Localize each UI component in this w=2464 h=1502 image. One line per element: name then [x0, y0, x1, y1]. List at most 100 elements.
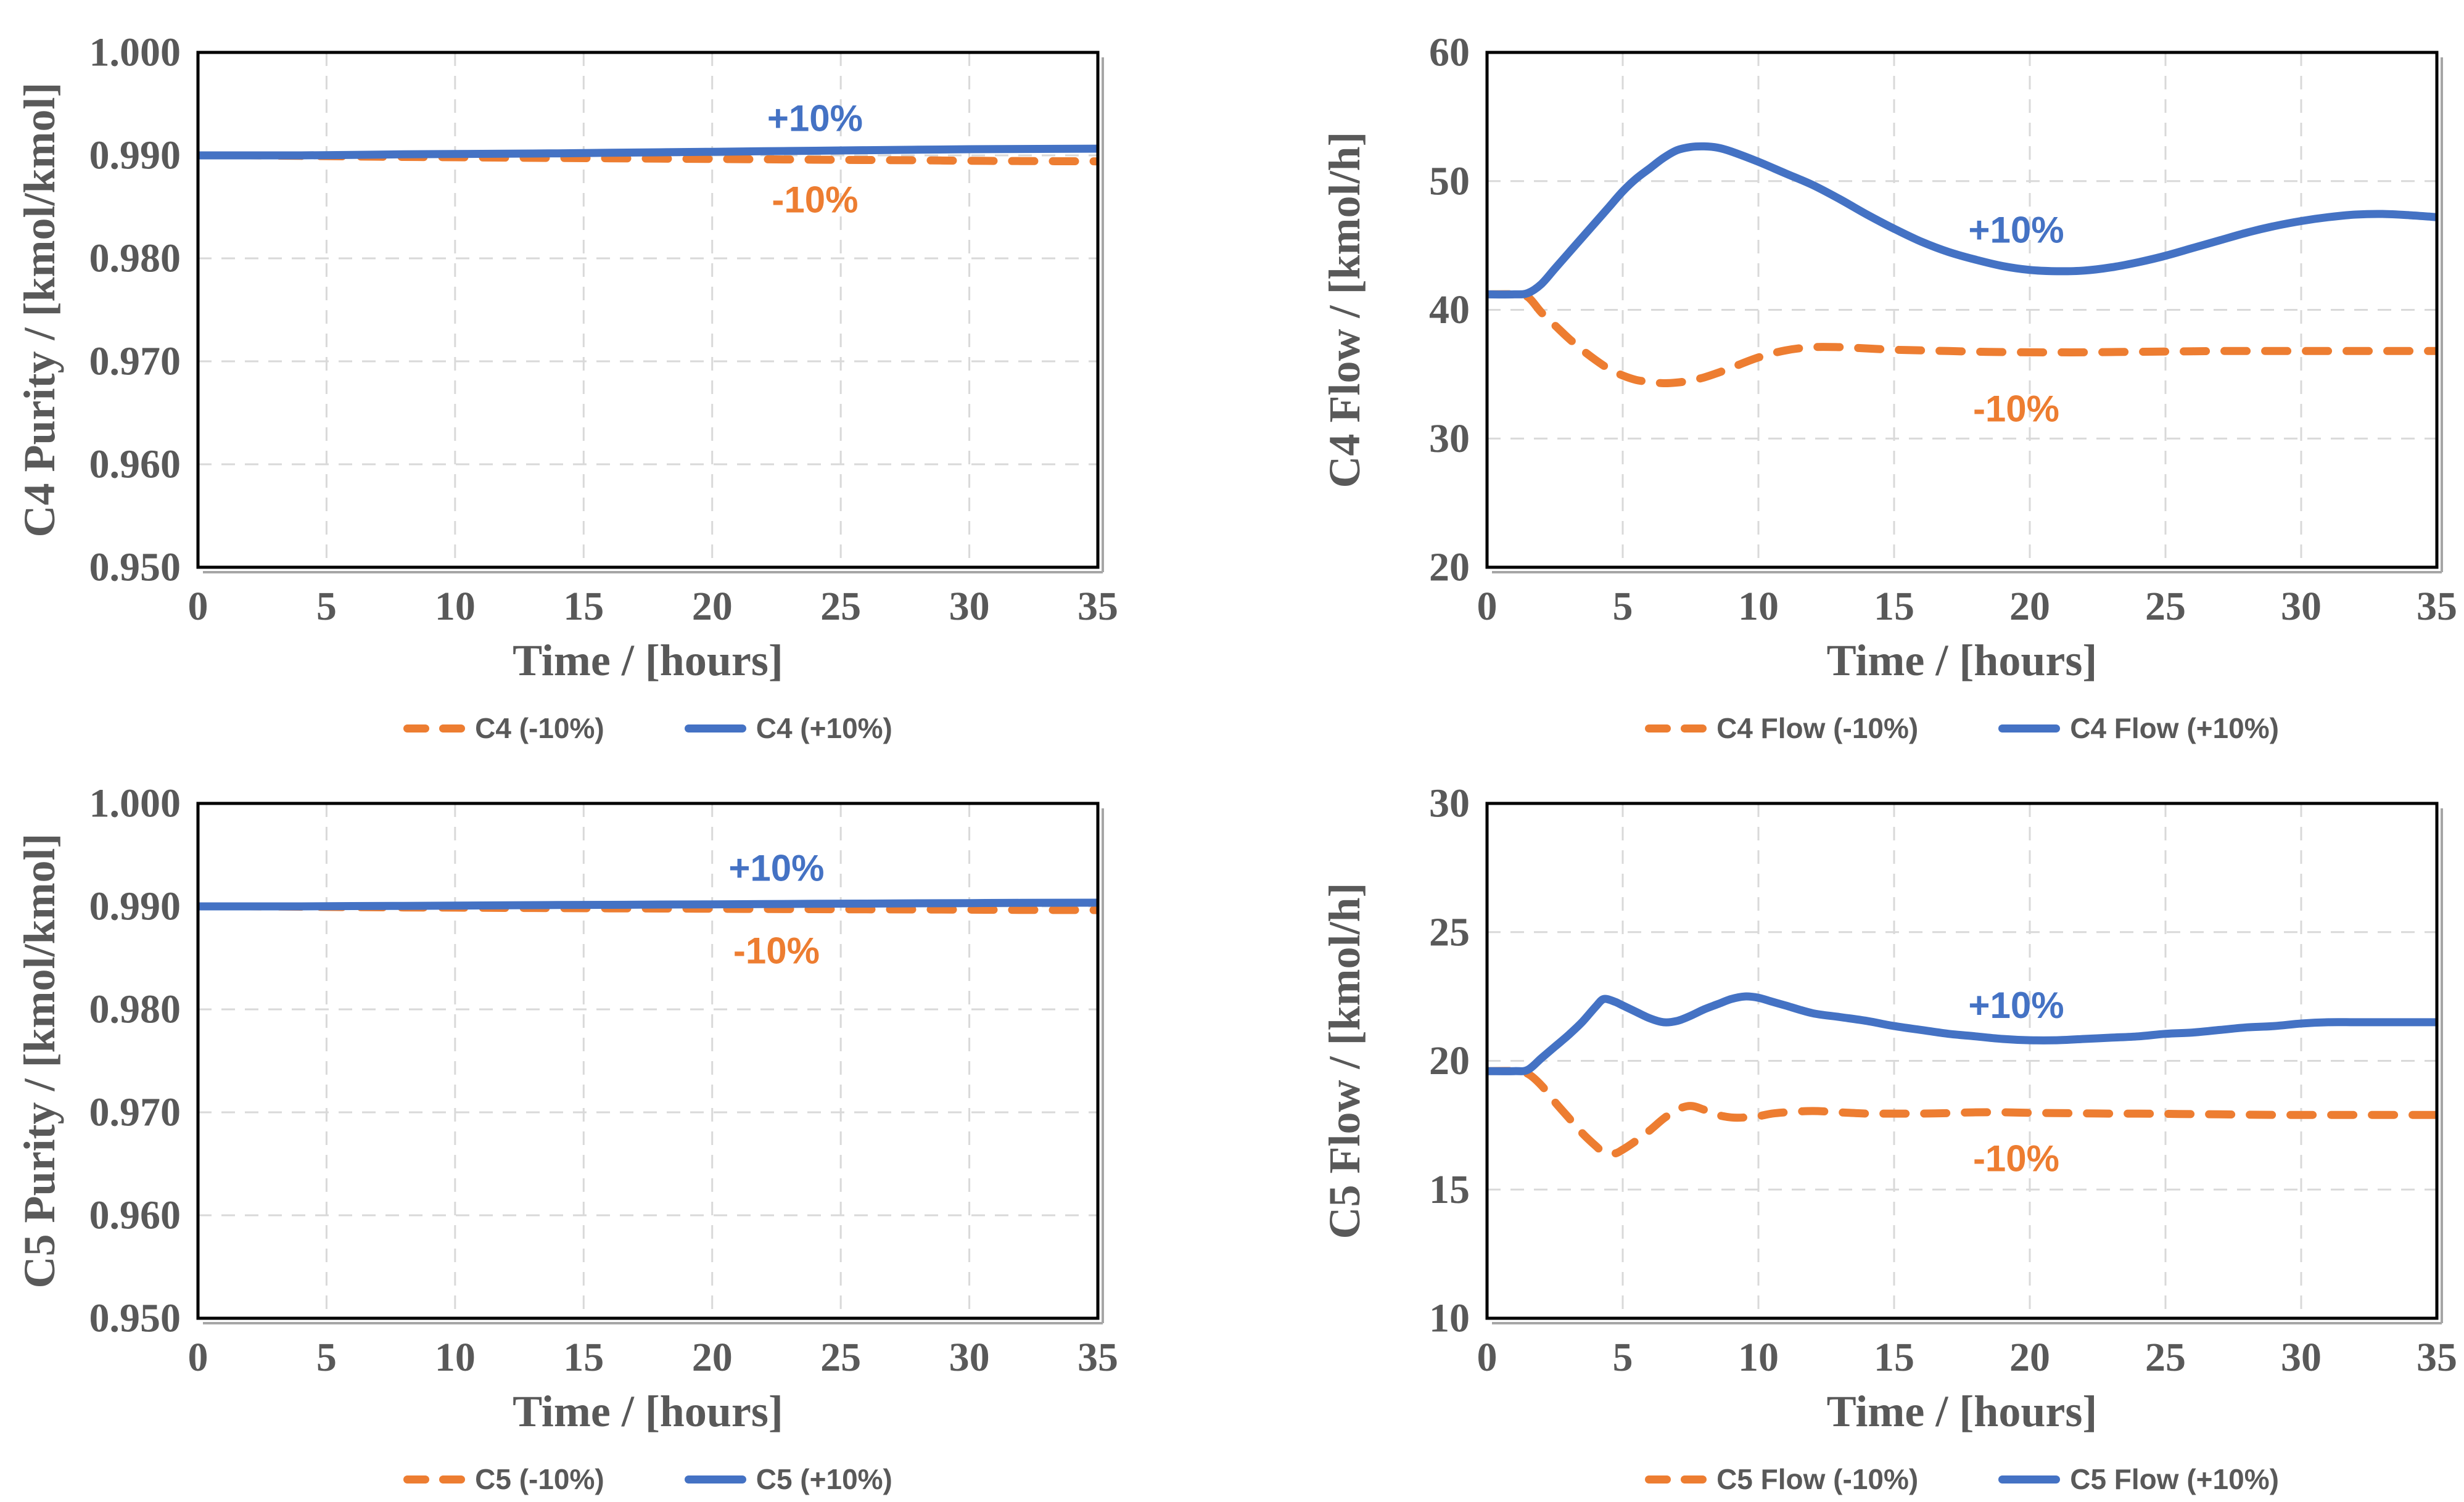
y-tick-label: 0.960 — [89, 1193, 181, 1238]
x-tick-label: 15 — [1874, 1335, 1914, 1380]
x-tick-label: 30 — [2281, 584, 2322, 629]
y-tick-label: 0.960 — [89, 442, 181, 487]
x-tick-label: 25 — [2145, 584, 2186, 629]
c4-purity-legend: C4 (-10%) C4 (+10%) — [198, 709, 1098, 747]
x-tick-label: 15 — [563, 1335, 604, 1380]
y-tick-label: 0.980 — [89, 236, 181, 281]
y-axis-ticks: 0.950 0.960 0.970 0.980 0.990 1.000 — [89, 30, 181, 590]
series-line-minus10 — [197, 151, 1099, 166]
legend-entry-minus10: C4 Flow (-10%) — [1645, 712, 1918, 745]
legend-label: C5 (+10%) — [756, 1463, 892, 1495]
x-tick-label: 5 — [1613, 584, 1633, 629]
series-annotation: -10% — [772, 179, 858, 220]
y-tick-label: 25 — [1429, 909, 1470, 954]
legend-entry-plus10: C4 (+10%) — [684, 712, 892, 745]
y-tick-label: 30 — [1429, 416, 1470, 461]
y-axis-title: C4 Purity / [kmol/kmol] — [15, 83, 64, 538]
legend-entry-minus10: C4 (-10%) — [403, 712, 604, 745]
c5-purity-plot: 0.950 0.960 0.970 0.980 0.990 1.000 0 5 10 15 20 25… — [15, 781, 1118, 1437]
gridlines — [1487, 52, 2437, 567]
x-tick-label: 20 — [692, 1335, 733, 1380]
x-axis-title: Time / [hours] — [1827, 636, 2098, 685]
y-tick-label: 10 — [1429, 1296, 1470, 1341]
y-axis-ticks: 0.950 0.960 0.970 0.980 0.990 1.000 — [89, 781, 181, 1341]
x-tick-label: 35 — [1077, 1335, 1118, 1380]
x-tick-label: 10 — [1738, 584, 1779, 629]
series-line-minus10 — [1486, 290, 2438, 388]
series-annotation: +10% — [1968, 210, 2064, 251]
legend-label: C4 (-10%) — [475, 712, 604, 744]
y-tick-label: 20 — [1429, 1038, 1470, 1083]
x-tick-label: 35 — [2417, 1335, 2457, 1380]
solid-line-swatch — [1998, 724, 2061, 733]
y-tick-label: 15 — [1429, 1167, 1470, 1212]
x-tick-label: 20 — [2009, 1335, 2050, 1380]
legend-label: C4 Flow (+10%) — [2070, 712, 2279, 744]
c4-purity-plot: 0.950 0.960 0.970 0.980 0.990 1.000 0 5 10 15 20 25… — [15, 30, 1118, 686]
legend-label: C4 Flow (-10%) — [1716, 712, 1919, 744]
y-axis-title: C5 Purity / [kmol/kmol] — [15, 834, 64, 1289]
y-axis-ticks: 10 15 20 25 30 — [1429, 781, 1470, 1341]
x-axis-title: Time / [hours] — [1827, 1387, 2098, 1436]
series-annotation: -10% — [733, 930, 820, 971]
series-line-minus10 — [197, 902, 1099, 914]
c5-purity-legend: C5 (-10%) C5 (+10%) — [198, 1460, 1098, 1498]
x-tick-label: 0 — [188, 1335, 208, 1380]
y-axis-ticks: 20 30 40 50 60 — [1429, 30, 1470, 590]
c4-flow-cell: 20 30 40 50 60 0 5 10 15 20 25 30 35 Time / [hours] C4… — [1232, 0, 2463, 751]
dashed-line-swatch — [403, 1475, 466, 1484]
dashed-line-swatch — [1645, 1475, 1707, 1484]
series-group — [197, 898, 1099, 914]
legend-label: C5 Flow (+10%) — [2070, 1463, 2279, 1495]
plot-border — [1485, 51, 2439, 569]
y-tick-label: 0.980 — [89, 987, 181, 1032]
solid-line-swatch — [1998, 1475, 2061, 1484]
x-axis-title: Time / [hours] — [513, 636, 783, 685]
series-annotation: +10% — [1968, 985, 2064, 1026]
x-tick-label: 30 — [949, 584, 990, 629]
series-line-plus10 — [1486, 992, 2438, 1075]
series-group — [1486, 142, 2438, 388]
x-tick-label: 0 — [1477, 1335, 1498, 1380]
legend-entry-plus10: C5 Flow (+10%) — [1998, 1463, 2279, 1496]
x-tick-label: 0 — [1477, 584, 1498, 629]
x-tick-label: 10 — [435, 584, 476, 629]
y-axis-title: C5 Flow / [kmol/h] — [1320, 882, 1369, 1239]
solid-line-swatch — [684, 724, 746, 733]
c5-flow-cell: 10 15 20 25 30 0 5 10 15 20 25 30 35 Time / [hours] C5… — [1232, 751, 2463, 1502]
plot-area — [198, 803, 1098, 1318]
y-tick-label: 1.000 — [89, 781, 181, 826]
series-group — [1486, 992, 2438, 1158]
y-tick-label: 0.970 — [89, 339, 181, 384]
dashed-line-swatch — [403, 724, 466, 733]
legend-entry-plus10: C4 Flow (+10%) — [1998, 712, 2279, 745]
x-tick-label: 30 — [2281, 1335, 2322, 1380]
x-tick-label: 15 — [563, 584, 604, 629]
x-tick-label: 30 — [949, 1335, 990, 1380]
plot-border — [196, 802, 1100, 1320]
x-tick-label: 35 — [2417, 584, 2457, 629]
x-tick-label: 15 — [1874, 584, 1914, 629]
y-tick-label: 0.950 — [89, 1296, 181, 1341]
y-tick-label: 50 — [1429, 158, 1470, 203]
y-tick-label: 0.990 — [89, 133, 181, 178]
x-axis-ticks: 0 5 10 15 20 25 30 35 — [1477, 584, 2458, 629]
y-tick-label: 20 — [1429, 545, 1470, 590]
y-tick-label: 0.970 — [89, 1090, 181, 1135]
x-axis-ticks: 0 5 10 15 20 25 30 35 — [1477, 1335, 2458, 1380]
c4-purity-cell: 0.950 0.960 0.970 0.980 0.990 1.000 0 5 10 15 20 25… — [0, 0, 1232, 751]
legend-entry-plus10: C5 (+10%) — [684, 1463, 892, 1496]
y-tick-label: 30 — [1429, 781, 1470, 826]
legend-label: C5 (-10%) — [475, 1463, 604, 1495]
series-line-minus10 — [1486, 1067, 2438, 1158]
x-tick-label: 25 — [820, 1335, 861, 1380]
x-axis-title: Time / [hours] — [513, 1387, 783, 1436]
c5-flow-legend: C5 Flow (-10%) C5 Flow (+10%) — [1487, 1460, 2437, 1498]
series-group — [197, 144, 1099, 166]
y-tick-label: 0.950 — [89, 545, 181, 590]
y-axis-title: C4 Flow / [kmol/h] — [1320, 131, 1369, 488]
plot-border — [1485, 802, 2439, 1320]
c5-purity-cell: 0.950 0.960 0.970 0.980 0.990 1.000 0 5 10 15 20 25… — [0, 751, 1232, 1502]
c4-flow-plot: 20 30 40 50 60 0 5 10 15 20 25 30 35 Time / [hours] C4… — [1320, 30, 2458, 686]
